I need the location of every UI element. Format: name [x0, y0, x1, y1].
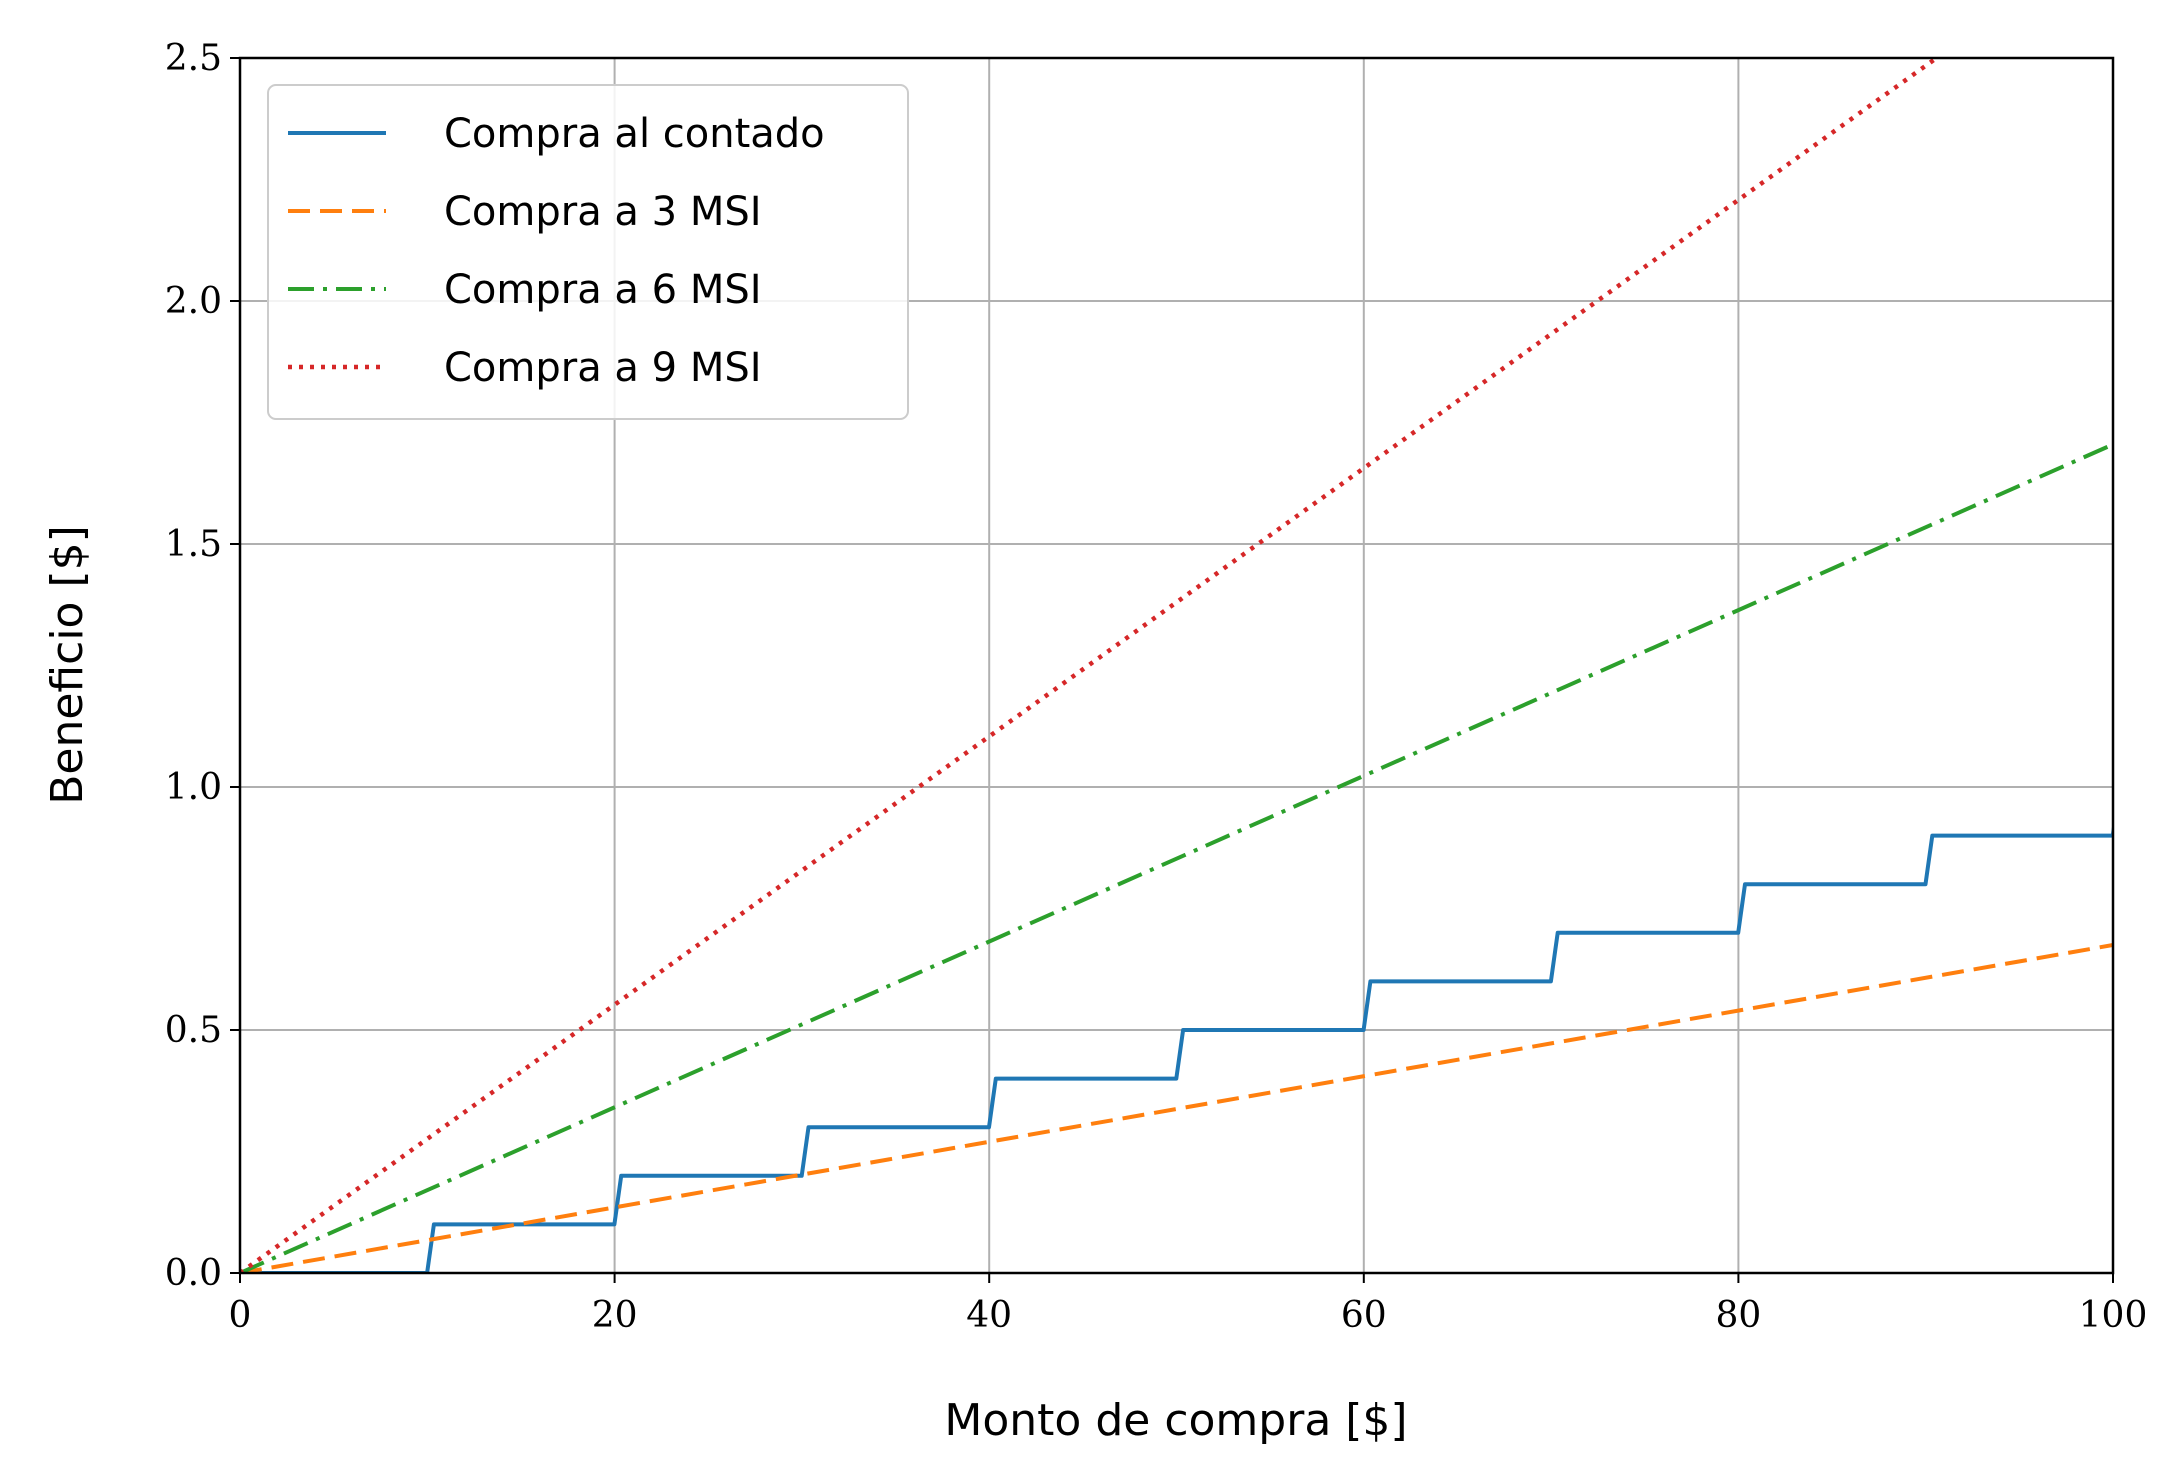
ticks: 0 20 40 60 80 100 0.0 0.5 1.0 1.5 2.0 2.5 — [165, 38, 2148, 1336]
legend: Compra al contado Compra a 3 MSI Compra a … — [267, 84, 909, 420]
plot-frame — [238, 56, 2115, 1275]
legend-label: Compra a 9 MSI — [444, 345, 762, 391]
series-line-compra-a-6-msi — [240, 442, 2113, 1273]
y-axis-label: Beneficio [$] — [42, 525, 93, 805]
y-tick-label: 2.0 — [165, 281, 222, 322]
x-tick-label: 100 — [2079, 1295, 2148, 1336]
x-tick-label: 60 — [1341, 1295, 1387, 1336]
y-tick-label: 2.5 — [165, 38, 222, 79]
y-tick-label: 1.0 — [165, 767, 222, 808]
series-layer — [240, 58, 2113, 1273]
grid — [239, 57, 2114, 1274]
y-tick-label: 0.5 — [165, 1010, 222, 1051]
y-tick-label: 1.5 — [165, 524, 222, 565]
x-tick-label: 0 — [229, 1295, 252, 1336]
x-tick-label: 20 — [592, 1295, 638, 1336]
x-tick-label: 80 — [1715, 1295, 1761, 1336]
legend-box — [267, 84, 909, 420]
x-axis-label: Monto de compra [$] — [944, 1395, 1407, 1446]
x-tick-label: 40 — [966, 1295, 1012, 1336]
legend-label: Compra a 3 MSI — [444, 189, 762, 235]
legend-label: Compra a 6 MSI — [444, 267, 762, 313]
series-line-compra-a-3-msi — [240, 943, 2113, 1273]
legend-label: Compra al contado — [444, 111, 825, 157]
y-tick-label: 0.0 — [165, 1253, 222, 1294]
series-line-compra-al-contado — [240, 819, 2113, 1273]
